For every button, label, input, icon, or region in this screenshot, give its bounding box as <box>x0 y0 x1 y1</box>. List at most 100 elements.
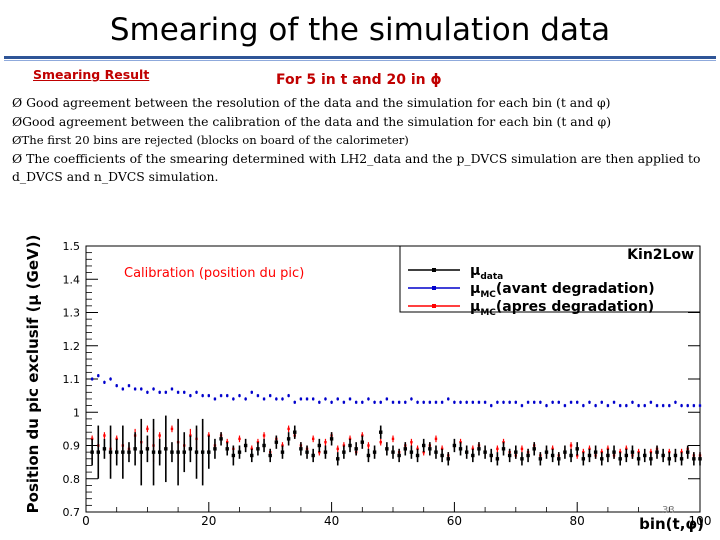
data-point <box>330 401 333 404</box>
calibration-chart: 0.7 0.8 0.9 1 1.1 1.2 1.3 1.4 1.5 0 20 40 60 80 100 K… <box>14 232 714 532</box>
data-point <box>661 453 665 458</box>
data-point <box>593 450 598 454</box>
data-point <box>410 440 413 444</box>
data-point <box>606 453 610 458</box>
data-point <box>434 437 438 441</box>
data-point <box>275 397 278 401</box>
data-point <box>145 447 150 451</box>
data-point <box>618 457 622 461</box>
data-point <box>655 404 659 407</box>
data-point <box>563 450 567 454</box>
data-point <box>422 443 426 448</box>
data-point <box>176 391 180 394</box>
x-tick-label: 80 <box>570 514 585 528</box>
data-point <box>176 450 180 454</box>
data-point <box>329 437 334 441</box>
data-point <box>158 391 161 394</box>
data-point <box>409 450 414 454</box>
bullet-list: Ø Good agreement between the resolution … <box>12 94 712 187</box>
data-point <box>490 404 493 407</box>
data-point <box>502 440 505 444</box>
data-point <box>152 387 155 391</box>
data-point <box>324 440 327 444</box>
data-point <box>90 377 94 381</box>
x-tick-label: 100 <box>689 514 712 528</box>
data-point <box>569 444 573 447</box>
data-point <box>649 457 653 461</box>
data-point <box>366 453 371 458</box>
data-point <box>464 450 469 454</box>
y-tick-label: 1.5 <box>63 240 81 253</box>
data-point <box>551 401 554 404</box>
data-point <box>342 401 346 404</box>
data-point <box>103 381 106 384</box>
data-point <box>391 401 395 404</box>
data-point <box>226 440 229 444</box>
data-point <box>434 401 438 404</box>
data-point <box>256 447 260 451</box>
data-point <box>520 457 524 461</box>
data-point <box>146 427 149 431</box>
data-point <box>594 404 597 407</box>
data-point <box>477 447 481 451</box>
data-point <box>686 404 689 407</box>
data-point <box>367 444 370 447</box>
data-point <box>612 450 616 454</box>
data-point <box>170 387 174 391</box>
data-point <box>526 401 530 404</box>
data-point <box>520 404 524 407</box>
data-point <box>679 457 684 461</box>
data-point <box>575 447 579 451</box>
data-point <box>103 434 106 437</box>
data-point <box>90 437 94 441</box>
data-point <box>379 440 382 444</box>
data-point <box>256 394 260 397</box>
data-point <box>262 443 266 448</box>
data-point <box>637 404 640 407</box>
data-point <box>361 401 364 404</box>
data-point <box>483 401 487 404</box>
data-point <box>189 394 192 397</box>
data-point <box>459 440 462 444</box>
data-point <box>471 453 475 458</box>
data-point <box>544 450 549 454</box>
data-point <box>367 397 370 401</box>
data-point <box>557 401 560 404</box>
x-tick-label: 40 <box>324 514 339 528</box>
data-point <box>336 457 340 461</box>
data-point <box>416 401 419 404</box>
data-point <box>496 401 499 404</box>
data-point <box>157 450 162 454</box>
data-point <box>342 450 346 454</box>
bullet-item: Ø Good agreement between the resolution … <box>12 95 611 110</box>
data-point <box>108 450 113 454</box>
data-point <box>293 401 296 404</box>
data-point <box>533 401 536 404</box>
data-point <box>360 440 364 444</box>
data-point <box>514 450 518 454</box>
data-point <box>379 430 383 434</box>
legend-box <box>399 245 701 313</box>
data-point <box>213 397 217 401</box>
data-point <box>538 457 543 461</box>
legend-entry-label: μMC(avant degradation) <box>470 281 655 300</box>
data-point <box>600 457 604 461</box>
data-point <box>354 447 358 451</box>
legend-entry-label: μdata <box>470 263 503 282</box>
data-point <box>526 453 530 458</box>
data-point <box>348 443 352 448</box>
data-point <box>317 443 322 448</box>
section-label: Smearing Result <box>33 67 150 82</box>
data-point <box>698 457 702 461</box>
data-point <box>625 404 628 407</box>
data-point <box>151 450 156 454</box>
data-point <box>170 427 174 431</box>
data-point <box>649 401 653 404</box>
data-point <box>115 437 118 441</box>
data-point <box>274 440 279 444</box>
bullet-item: ØThe first 20 bins are rejected (blocks … <box>12 133 409 147</box>
data-point <box>232 397 235 401</box>
data-point <box>238 394 241 397</box>
data-point <box>612 401 616 404</box>
data-point <box>231 453 236 458</box>
